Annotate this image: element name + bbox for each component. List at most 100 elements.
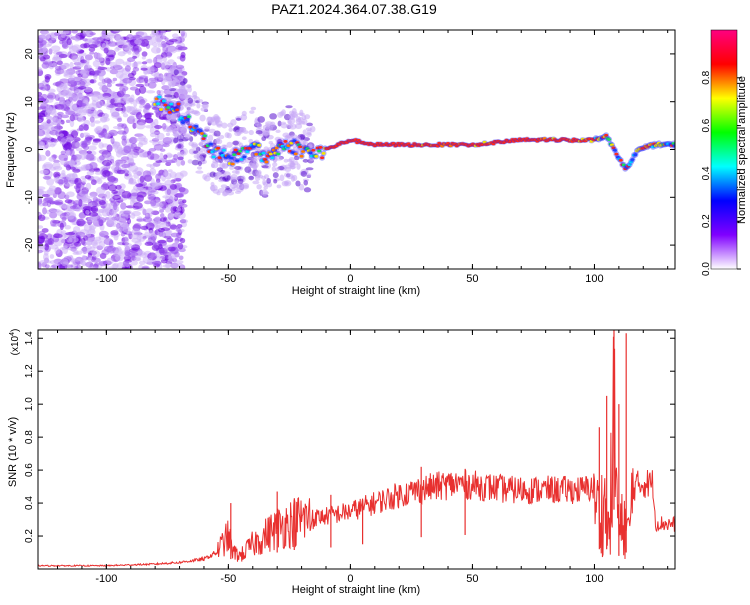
- spectrum-cell: [145, 222, 155, 231]
- spectrum-cell: [116, 188, 123, 195]
- spectrum-cell: [127, 72, 135, 79]
- spectrum-ridge-cell: [220, 153, 225, 157]
- snr-x-label: Height of straight line (km): [292, 584, 420, 596]
- spectrum-ridge-cell: [186, 115, 191, 119]
- spectrum-ridge-cell: [491, 142, 496, 146]
- spectrum-cell: [228, 127, 233, 132]
- spectrum-cell: [46, 119, 52, 124]
- spectrum-cell: [80, 59, 87, 64]
- spectrum-cell: [44, 196, 54, 203]
- spectrum-cell: [213, 130, 221, 137]
- spectrum-ridge-cell: [175, 108, 180, 112]
- spectrum-cell: [248, 175, 255, 181]
- spectrum-cell: [153, 157, 160, 162]
- colorbar-bar: [710, 29, 738, 270]
- spectrum-ridge-cell: [229, 156, 234, 160]
- spectrum-cell: [76, 93, 85, 100]
- spectrum-cell: [76, 264, 82, 269]
- spectrum-cell: [69, 94, 78, 102]
- spectrum-cell: [266, 178, 271, 184]
- spectrum-cell: [75, 147, 83, 152]
- spectrum-cell: [43, 253, 49, 262]
- spectrum-cell: [275, 167, 280, 172]
- spectrum-cell: [164, 195, 174, 203]
- spectrum-cell: [252, 156, 257, 163]
- spectrum-cell: [89, 51, 95, 55]
- spectrogram-x-label: Height of straight line (km): [292, 285, 420, 297]
- spectrum-cell: [150, 198, 157, 207]
- spectrum-cell: [59, 222, 64, 231]
- spectrum-ridge-cell: [296, 143, 301, 147]
- spectrum-cell: [201, 104, 208, 108]
- spectrum-cell: [133, 257, 142, 262]
- spectrum-cell: [47, 94, 54, 99]
- spectrum-ridge-cell: [157, 95, 162, 99]
- spectrogram-y-label: Frequency (Hz): [5, 112, 17, 188]
- spectrum-ridge-cell: [268, 152, 273, 156]
- spectrum-ridge-cell: [410, 144, 415, 148]
- spectrum-cell: [176, 223, 183, 229]
- spectrum-cell: [98, 149, 109, 154]
- spectrum-cell: [286, 134, 294, 142]
- spectrum-cell: [302, 129, 307, 136]
- spectrum-cell: [85, 153, 95, 161]
- spectrum-cell: [66, 38, 72, 46]
- spectrum-cell: [123, 145, 132, 154]
- spectrum-cell: [120, 232, 126, 237]
- spectrum-cell: [113, 64, 122, 69]
- spectrum-cell: [165, 262, 172, 269]
- spectrum-cell: [198, 150, 204, 155]
- spectrum-cell: [74, 88, 82, 95]
- spectrum-cell: [271, 166, 276, 172]
- spectrum-cell: [138, 85, 147, 94]
- spectrum-cell: [197, 155, 204, 162]
- spectrum-cell: [135, 148, 145, 153]
- spectrum-cell: [140, 187, 147, 192]
- spectrum-cell: [43, 162, 53, 170]
- spectrum-cell: [61, 246, 69, 254]
- spectrum-ridge-cell: [185, 118, 190, 122]
- spectrum-cell: [164, 94, 173, 98]
- spectrum-ridge-cell: [610, 143, 615, 147]
- spectrum-cell: [220, 184, 228, 189]
- spectrum-cell: [135, 83, 145, 88]
- spectrum-cell: [296, 148, 301, 152]
- spectrum-cell: [38, 118, 42, 123]
- spectrum-cell: [56, 60, 63, 66]
- spectrum-cell: [138, 139, 148, 146]
- spectrum-ridge-cell: [169, 102, 174, 106]
- spectrum-cell: [210, 181, 215, 187]
- spectrum-cell: [226, 141, 233, 148]
- spectrum-cell: [226, 190, 235, 196]
- spectrum-cell: [46, 178, 55, 186]
- spectrum-ridge-cell: [264, 160, 269, 164]
- spectrum-cell: [276, 184, 282, 189]
- spectrum-cell: [42, 125, 48, 130]
- spectrum-cell: [103, 47, 109, 54]
- spectrum-cell: [165, 154, 176, 158]
- spectrum-cell: [184, 111, 190, 116]
- spectrum-cell: [45, 150, 51, 157]
- spectrum-cell: [196, 102, 201, 109]
- spectrum-cell: [85, 182, 92, 191]
- y-tick-label: 0.2: [24, 529, 35, 543]
- spectrum-cell: [39, 43, 44, 47]
- spectrum-cell: [166, 84, 172, 91]
- spectrum-cell: [296, 163, 301, 170]
- spectrum-cell: [127, 251, 136, 258]
- spectrum-cell: [93, 127, 103, 133]
- spectrum-cell: [85, 209, 90, 215]
- spectrum-ridge-cell: [630, 158, 635, 161]
- spectrum-ridge-cell: [161, 99, 166, 103]
- spectrum-cell: [229, 166, 235, 170]
- spectrum-cell: [155, 108, 160, 116]
- spectrum-cell: [100, 116, 110, 122]
- spectrum-ridge-cell: [588, 137, 593, 141]
- spectrum-cell: [124, 243, 133, 249]
- spectrum-cell: [164, 98, 171, 102]
- spectrum-cell: [255, 130, 263, 135]
- spectrum-ridge-cell: [440, 144, 445, 148]
- y-tick-label: 1.0: [24, 397, 35, 411]
- y-tick-label: 10: [24, 96, 35, 108]
- spectrum-ridge-cell: [627, 163, 632, 167]
